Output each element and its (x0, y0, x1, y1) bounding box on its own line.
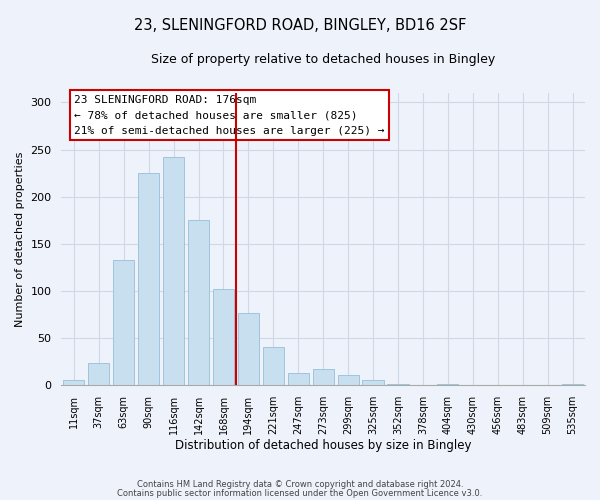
Bar (263, 347, 284, 385)
Title: Size of property relative to detached houses in Bingley: Size of property relative to detached ho… (151, 52, 496, 66)
Bar (213, 289, 234, 385)
Bar (113, 260, 134, 385)
Bar (138, 173, 159, 385)
Bar (338, 376, 359, 385)
Text: Contains public sector information licensed under the Open Government Licence v3: Contains public sector information licen… (118, 488, 482, 498)
Bar (313, 369, 334, 385)
Bar (437, 384, 458, 385)
Bar (362, 380, 383, 385)
Bar (238, 314, 259, 385)
Bar (88, 363, 109, 385)
Bar (287, 372, 309, 385)
Bar (388, 384, 409, 385)
Text: Contains HM Land Registry data © Crown copyright and database right 2024.: Contains HM Land Registry data © Crown c… (137, 480, 463, 489)
Bar (562, 384, 583, 385)
Bar (63, 380, 85, 385)
X-axis label: Distribution of detached houses by size in Bingley: Distribution of detached houses by size … (175, 440, 472, 452)
Bar (163, 157, 184, 385)
Y-axis label: Number of detached properties: Number of detached properties (15, 152, 25, 326)
Text: 23 SLENINGFORD ROAD: 176sqm
← 78% of detached houses are smaller (825)
21% of se: 23 SLENINGFORD ROAD: 176sqm ← 78% of det… (74, 94, 385, 136)
Bar (188, 220, 209, 385)
Text: 23, SLENINGFORD ROAD, BINGLEY, BD16 2SF: 23, SLENINGFORD ROAD, BINGLEY, BD16 2SF (134, 18, 466, 32)
